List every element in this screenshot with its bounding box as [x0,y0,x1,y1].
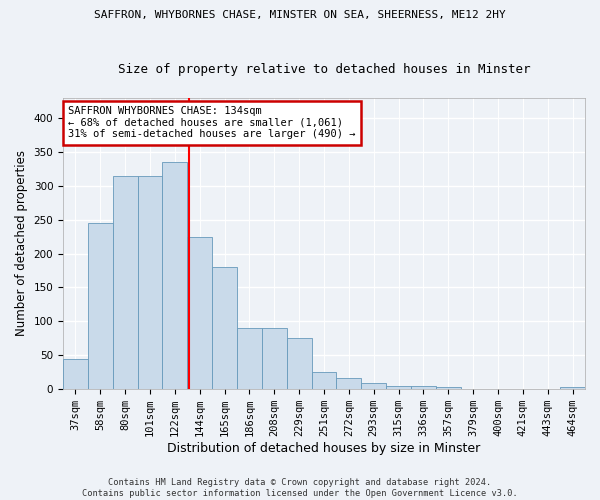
Bar [88,223,113,389]
Text: SAFFRON WHYBORNES CHASE: 134sqm
← 68% of detached houses are smaller (1,061)
31%: SAFFRON WHYBORNES CHASE: 134sqm ← 68% of… [68,106,356,140]
Text: Contains HM Land Registry data © Crown copyright and database right 2024.
Contai: Contains HM Land Registry data © Crown c… [82,478,518,498]
Bar [436,387,461,389]
Bar [361,383,386,389]
X-axis label: Distribution of detached houses by size in Minster: Distribution of detached houses by size … [167,442,481,455]
Bar [187,236,212,389]
Bar [137,176,163,389]
Bar [237,328,262,389]
Bar [386,386,411,389]
Y-axis label: Number of detached properties: Number of detached properties [15,150,28,336]
Bar [163,162,187,389]
Bar [311,372,337,389]
Bar [63,360,88,389]
Bar [337,378,361,389]
Text: SAFFRON, WHYBORNES CHASE, MINSTER ON SEA, SHEERNESS, ME12 2HY: SAFFRON, WHYBORNES CHASE, MINSTER ON SEA… [94,10,506,20]
Bar [411,386,436,389]
Bar [262,328,287,389]
Bar [287,338,311,389]
Bar [560,387,585,389]
Bar [212,267,237,389]
Bar [113,176,137,389]
Title: Size of property relative to detached houses in Minster: Size of property relative to detached ho… [118,62,530,76]
